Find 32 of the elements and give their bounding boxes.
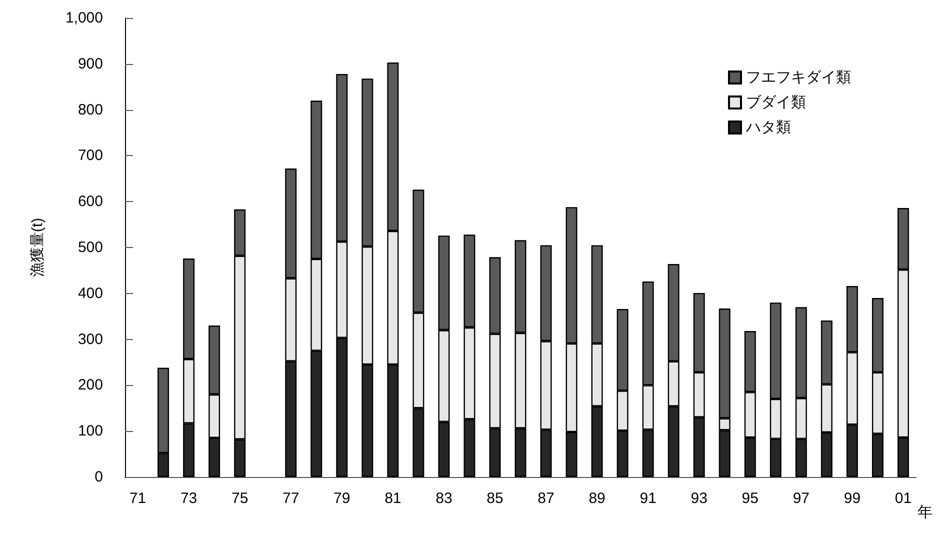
x-tick-label: 81 — [384, 490, 402, 507]
y-tick-label: 700 — [78, 147, 103, 164]
y-tick-label: 100 — [78, 422, 103, 440]
x-tick-label: 97 — [792, 490, 810, 507]
x-axis-title: 年 — [917, 504, 932, 521]
y-tick-label: 600 — [78, 193, 103, 210]
y-tick-label: 500 — [78, 239, 103, 256]
y-tick-label: 1,000 — [65, 10, 103, 26]
x-tick-label: 93 — [690, 490, 708, 507]
y-tick-label: 0 — [94, 468, 103, 486]
x-tick-label: 83 — [436, 490, 452, 507]
x-tick-label: 73 — [180, 490, 198, 507]
x-tick-label: 85 — [486, 490, 504, 507]
x-tick-label: 95 — [742, 490, 758, 507]
y-axis-title: 漁獲量(t) — [29, 218, 46, 278]
x-tick-label: 71 — [129, 490, 146, 507]
x-tick-label: 91 — [640, 490, 656, 507]
legend-label: ハタ類 — [745, 119, 791, 136]
y-tick-label: 300 — [78, 330, 103, 348]
x-tick-label: 01 — [894, 490, 912, 507]
y-tick-label: 900 — [78, 55, 103, 72]
y-tick-label: 800 — [78, 101, 103, 118]
x-tick-label: 87 — [538, 490, 554, 507]
x-tick-label: 99 — [844, 490, 861, 507]
x-tick-label: 79 — [334, 490, 350, 507]
legend-label: ブダイ類 — [746, 94, 806, 111]
y-tick-label: 200 — [78, 376, 103, 394]
x-tick-label: 89 — [588, 490, 606, 507]
legend-label: フエフキダイ類 — [746, 69, 851, 86]
y-tick-label: 400 — [78, 284, 103, 302]
x-tick-label: 77 — [282, 490, 300, 507]
x-tick-label: 75 — [231, 490, 248, 507]
